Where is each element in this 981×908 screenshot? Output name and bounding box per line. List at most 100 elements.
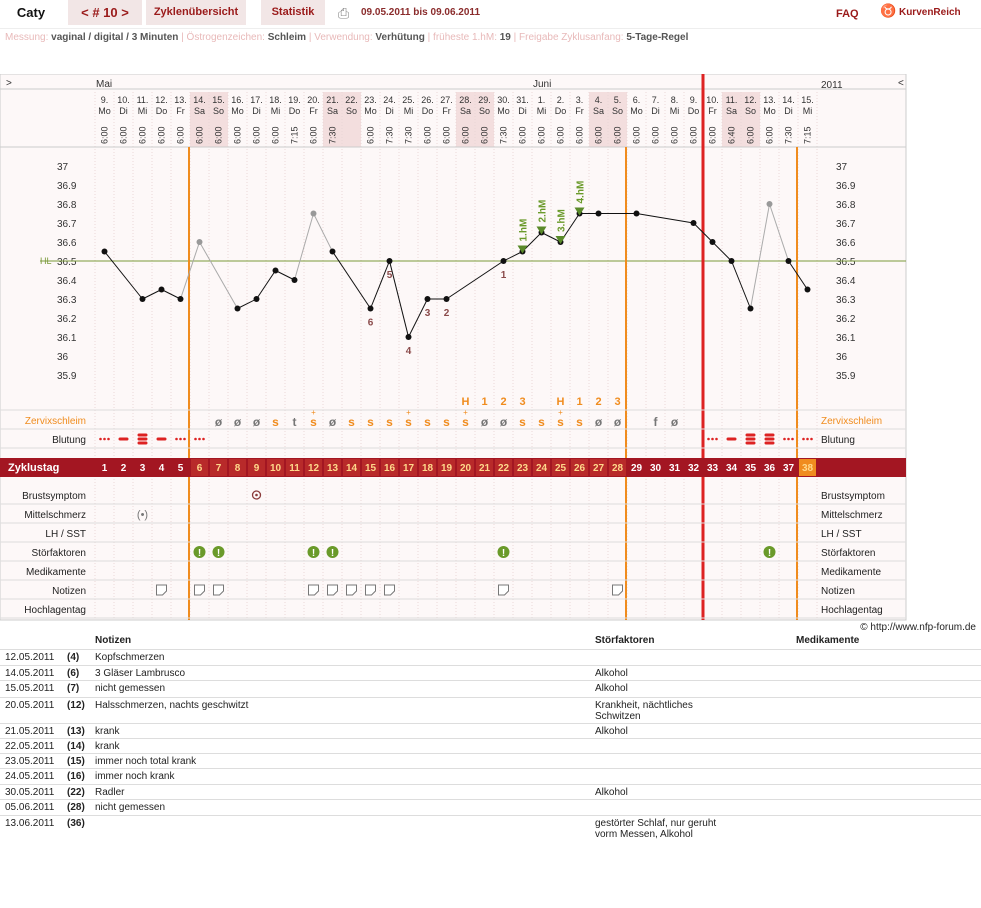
notes-row: 21.05.2011 (13) krank Alkohol: [0, 723, 981, 739]
temperature-point[interactable]: [709, 239, 716, 245]
tab-cycle-overview[interactable]: Zyklenübersicht: [146, 0, 246, 25]
day-date: 15.: [212, 95, 225, 105]
temperature-point[interactable]: [443, 296, 450, 302]
disturbance-icon[interactable]: [193, 546, 206, 558]
temperature-point[interactable]: [595, 210, 602, 217]
cycle-day-number: 3: [140, 463, 146, 474]
cycle-day-cell: [419, 459, 436, 476]
temperature-point[interactable]: [367, 305, 374, 312]
cycle-nav-button[interactable]: < # 10 >: [68, 0, 142, 25]
note-icon[interactable]: [384, 584, 395, 596]
temperature-point[interactable]: [728, 258, 735, 264]
row-label-notes: Notizen: [52, 586, 86, 597]
y-tick-right: 36.8: [836, 200, 856, 211]
note-icon[interactable]: [213, 584, 224, 596]
info-separator: |: [181, 32, 187, 43]
note-icon[interactable]: [346, 584, 357, 596]
day-weekday: Fr: [176, 106, 185, 116]
temperature-point[interactable]: [329, 248, 336, 255]
day-date: 3.: [576, 95, 584, 105]
temperature-point[interactable]: [253, 296, 260, 302]
temperature-segment: [275, 270, 295, 281]
temperature-point[interactable]: [405, 334, 412, 340]
temperature-point[interactable]: [101, 248, 108, 255]
measure-time: 6:00: [632, 126, 642, 144]
notes-cell-date: 05.06.2011: [5, 802, 55, 813]
temperature-point[interactable]: [310, 210, 317, 217]
info-label: früheste 1.hM:: [433, 32, 500, 43]
temperature-point[interactable]: [424, 296, 431, 302]
tab-statistics[interactable]: Statistik: [261, 0, 325, 25]
cycle-day-cell: [267, 459, 284, 476]
info-value: 19: [499, 32, 514, 43]
disturbance-icon[interactable]: [497, 546, 510, 558]
y-tick-left: 35.9: [57, 371, 77, 382]
temperature-point[interactable]: [633, 210, 640, 217]
temperature-point[interactable]: [291, 277, 298, 283]
day-date: 18.: [269, 95, 282, 105]
temperature-point[interactable]: [500, 258, 507, 264]
notes-cell-note: immer noch krank: [95, 771, 175, 782]
temperature-segment: [446, 260, 504, 300]
note-icon[interactable]: [308, 584, 319, 596]
notes-cell-disturb: gestörter Schlaf, nur geruht: [595, 818, 717, 829]
disturbance-icon[interactable]: [307, 546, 320, 558]
count-label: 2: [444, 308, 450, 319]
temperature-point[interactable]: [747, 305, 754, 312]
day-weekday: Di: [518, 106, 527, 116]
temperature-point[interactable]: [158, 286, 165, 293]
temperature-point[interactable]: [139, 296, 146, 302]
high-measure-triangle: [517, 245, 528, 254]
note-icon[interactable]: [612, 584, 623, 596]
measure-time: 7:15: [803, 126, 813, 144]
month-label: Juni: [533, 79, 551, 90]
cycle-day-number: 37: [783, 463, 795, 474]
temperature-segment: [769, 203, 789, 262]
logo[interactable]: ♉ KurvenReich: [880, 3, 961, 19]
breast-symptom-dot: [255, 493, 258, 497]
note-icon[interactable]: [498, 584, 509, 596]
temperature-point[interactable]: [690, 220, 697, 226]
nav-right-arrow[interactable]: <: [898, 78, 904, 89]
day-weekday: So: [479, 106, 490, 116]
note-icon[interactable]: [156, 584, 167, 596]
temperature-point[interactable]: [804, 286, 811, 293]
temperature-point[interactable]: [766, 201, 773, 207]
temperature-segment: [199, 241, 238, 309]
day-date: 9.: [690, 95, 698, 105]
row-label-right-bleeding: Blutung: [821, 435, 855, 446]
y-tick-right: 36.6: [836, 238, 856, 249]
row-label-lh: LH / SST: [45, 529, 86, 540]
disturbance-icon[interactable]: [763, 546, 776, 558]
temperature-segment: [237, 298, 257, 309]
temperature-point[interactable]: [234, 305, 241, 312]
measure-time: 6:00: [119, 126, 129, 144]
temperature-point[interactable]: [785, 258, 792, 264]
day-date: 19.: [288, 95, 301, 105]
note-icon[interactable]: [365, 584, 376, 596]
day-weekday: So: [346, 106, 357, 116]
disturbance-icon[interactable]: [326, 546, 339, 558]
print-icon[interactable]: ⎙: [338, 5, 350, 21]
notes-cell-date: 12.05.2011: [5, 652, 55, 663]
day-weekday: Mi: [670, 106, 680, 116]
cycle-day-number: 29: [631, 463, 643, 474]
temperature-point[interactable]: [177, 296, 184, 302]
mucus-symbol: ø: [614, 415, 622, 429]
peak-count-label: 3: [614, 396, 620, 408]
note-icon[interactable]: [327, 584, 338, 596]
cycle-day-number: 33: [707, 463, 719, 474]
faq-link[interactable]: FAQ: [836, 8, 859, 20]
note-icon[interactable]: [194, 584, 205, 596]
year-label: 2011: [821, 80, 843, 91]
temperature-point[interactable]: [272, 267, 279, 274]
temperature-point[interactable]: [386, 258, 393, 264]
day-weekday: Mi: [404, 106, 414, 116]
row-label-cervix: Zervixschleim: [25, 416, 86, 427]
disturbance-icon[interactable]: [212, 546, 225, 558]
nav-left-arrow[interactable]: >: [6, 78, 12, 89]
temperature-point[interactable]: [196, 239, 203, 245]
notes-header-meds: Medikamente: [796, 635, 860, 646]
day-weekday: Mo: [630, 106, 643, 116]
mucus-symbol: s: [386, 415, 393, 429]
